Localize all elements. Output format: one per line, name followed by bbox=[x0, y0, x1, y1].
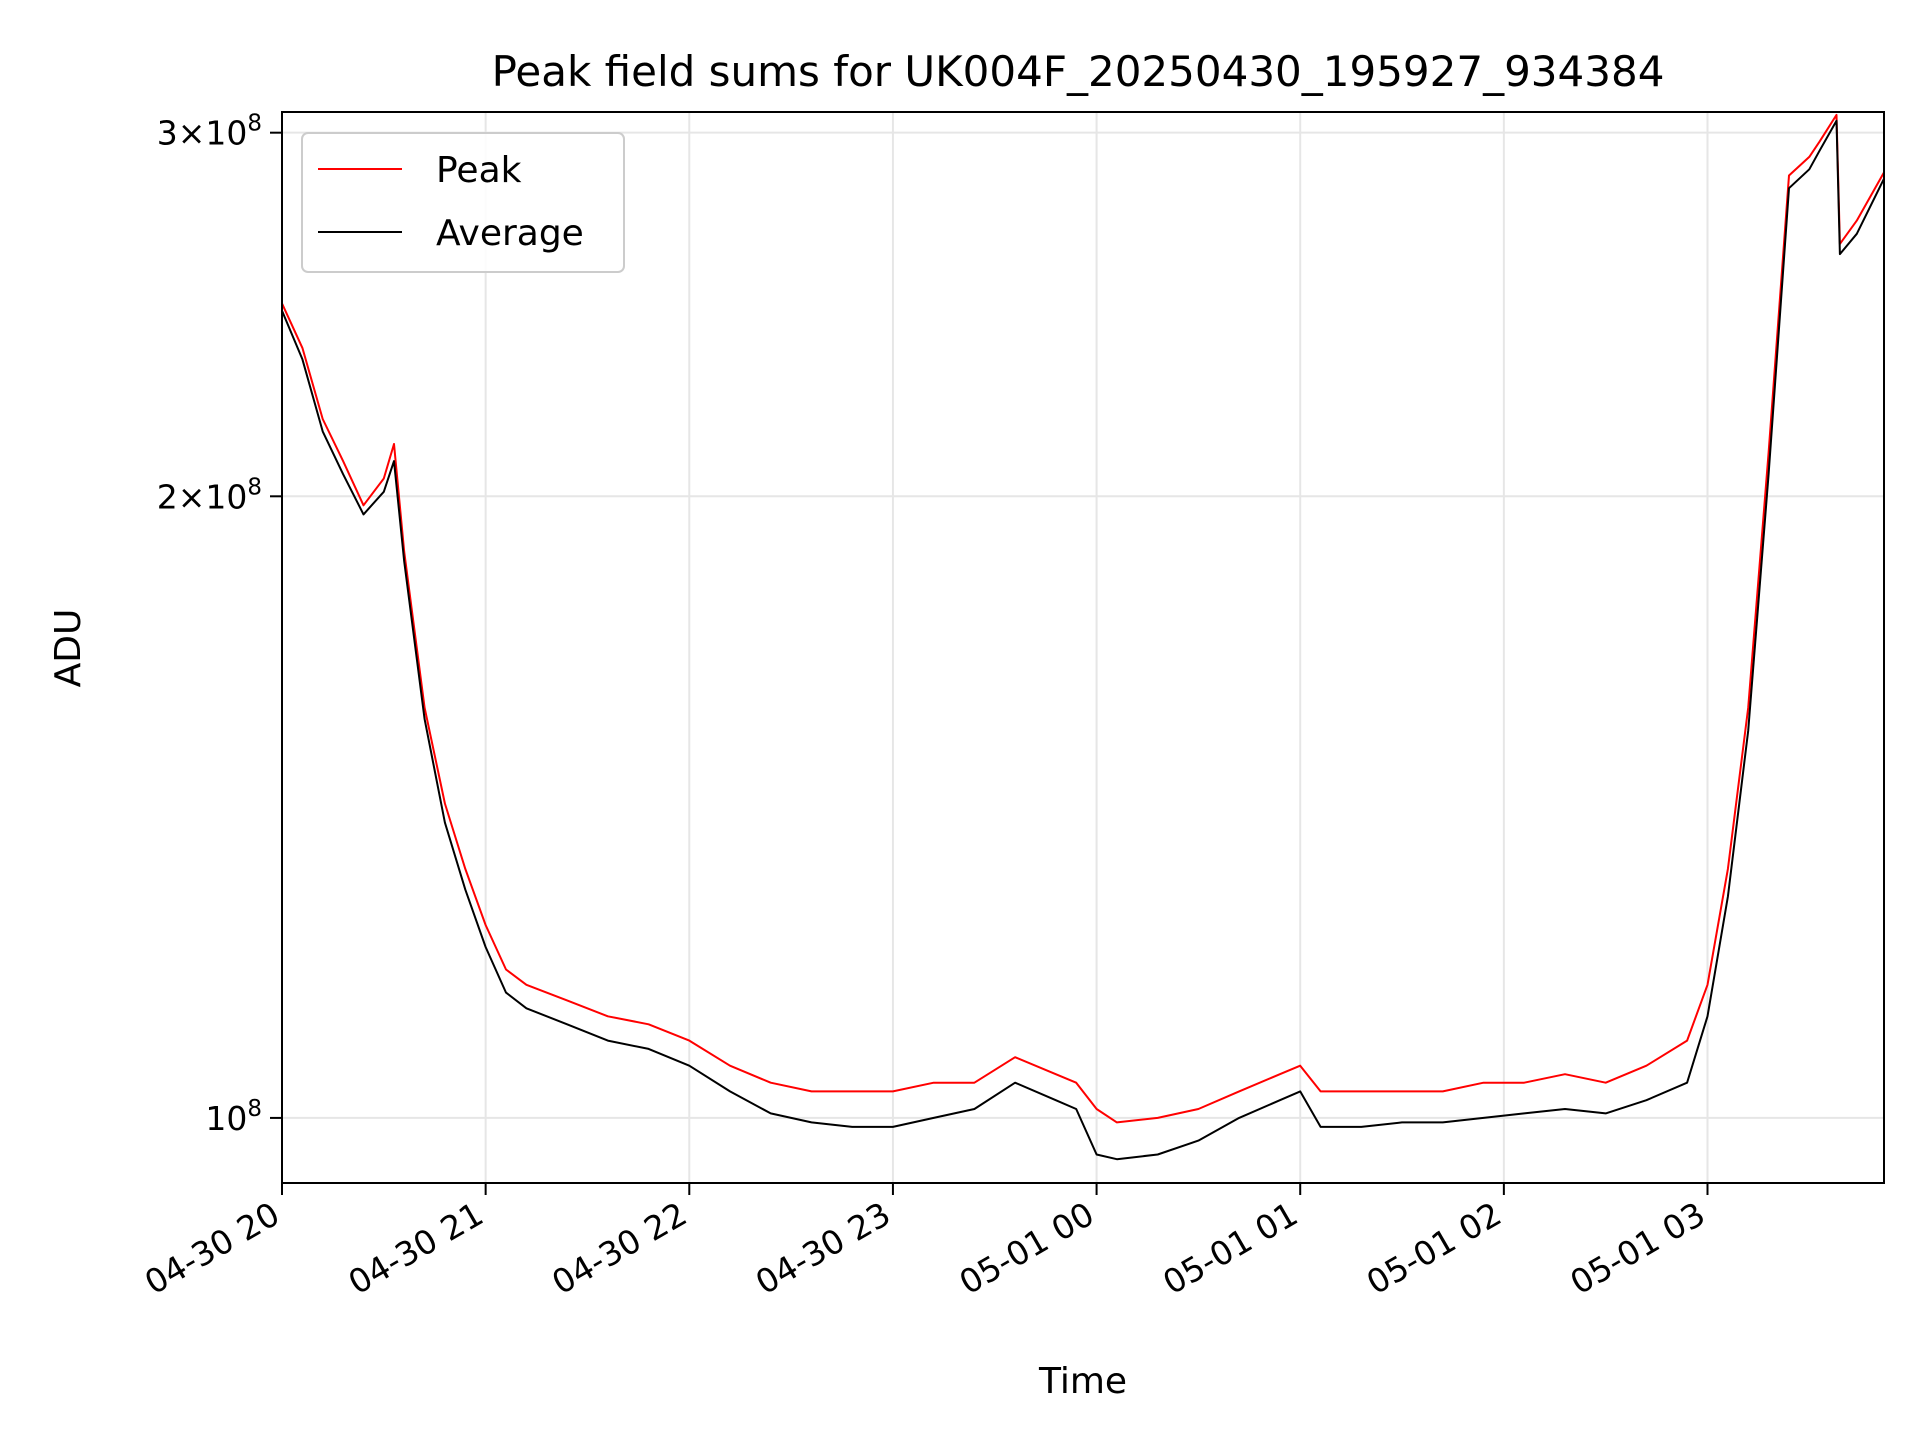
y-tick-label-1: 2×108 bbox=[157, 474, 262, 516]
y-tick-label-2: 3×108 bbox=[157, 111, 262, 153]
y-axis-label: ADU bbox=[48, 609, 89, 688]
series-line-average bbox=[281, 119, 1885, 1161]
y-axis: 108 2×108 3×108 bbox=[157, 111, 282, 1138]
series-group bbox=[281, 113, 1885, 1161]
legend-label-peak: Peak bbox=[436, 150, 522, 191]
legend-label-average: Average bbox=[436, 213, 584, 254]
plot-frame bbox=[281, 111, 1885, 1184]
x-axis-label: Time bbox=[1038, 1361, 1127, 1402]
series-line-peak bbox=[281, 113, 1885, 1124]
chart-title: Peak field sums for UK004F_20250430_1959… bbox=[492, 47, 1665, 96]
legend: Peak Average bbox=[301, 132, 625, 273]
y-tick-label-0: 108 bbox=[205, 1096, 262, 1138]
legend-box bbox=[301, 132, 625, 273]
